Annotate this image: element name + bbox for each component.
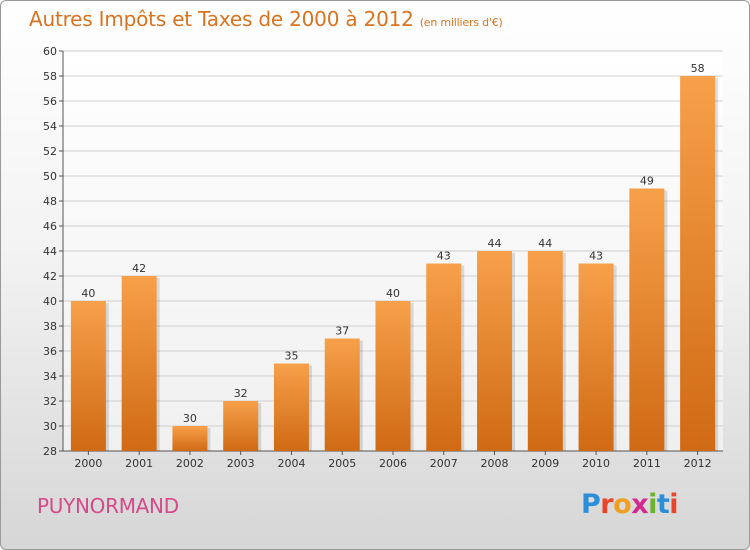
bar (324, 338, 360, 451)
y-tick-label: 34 (43, 370, 57, 383)
x-tick-label: 2011 (633, 457, 661, 470)
logo-letter: r (600, 489, 614, 520)
data-label: 43 (589, 250, 603, 263)
data-label: 30 (183, 412, 197, 425)
bar (578, 263, 614, 451)
bar (527, 251, 563, 451)
y-tick-label: 58 (43, 70, 57, 83)
bar (426, 263, 462, 451)
proxiti-logo: Proxiti (581, 489, 679, 520)
data-label: 58 (691, 62, 705, 75)
y-tick-label: 32 (43, 395, 57, 408)
bar (223, 401, 259, 451)
data-label: 35 (284, 350, 298, 363)
y-tick-label: 54 (43, 120, 57, 133)
x-tick-label: 2003 (227, 457, 255, 470)
logo-letter: i (648, 489, 657, 520)
y-tick-label: 36 (43, 345, 57, 358)
x-tick-label: 2000 (74, 457, 102, 470)
y-tick-label: 48 (43, 195, 57, 208)
x-tick-label: 2005 (328, 457, 356, 470)
y-tick-label: 40 (43, 295, 57, 308)
y-tick-label: 38 (43, 320, 57, 333)
data-label: 49 (640, 175, 654, 188)
x-tick-label: 2009 (531, 457, 559, 470)
bar (121, 276, 157, 451)
x-tick-label: 2001 (125, 457, 153, 470)
logo-letter: o (613, 489, 632, 520)
bar (70, 301, 106, 451)
x-tick-label: 2008 (481, 457, 509, 470)
y-tick-label: 46 (43, 220, 57, 233)
data-label: 43 (437, 250, 451, 263)
data-label: 44 (488, 237, 502, 250)
chart-title: Autres Impôts et Taxes de 2000 à 2012 (en… (29, 7, 503, 31)
data-label: 40 (81, 287, 95, 300)
x-tick-label: 2002 (176, 457, 204, 470)
data-label: 37 (335, 325, 349, 338)
y-tick-label: 52 (43, 145, 57, 158)
data-label: 32 (234, 387, 248, 400)
logo-letter: t (656, 489, 670, 520)
x-tick-label: 2012 (684, 457, 712, 470)
x-tick-label: 2010 (582, 457, 610, 470)
bar (273, 363, 309, 451)
x-tick-label: 2004 (277, 457, 305, 470)
data-label: 44 (538, 237, 552, 250)
commune-name: PUYNORMAND (37, 494, 179, 518)
bar (629, 188, 665, 451)
bar (172, 426, 208, 451)
y-tick-label: 42 (43, 270, 57, 283)
y-tick-label: 56 (43, 95, 57, 108)
x-tick-label: 2006 (379, 457, 407, 470)
y-tick-label: 60 (43, 45, 57, 58)
y-tick-label: 44 (43, 245, 57, 258)
chart-title-text: Autres Impôts et Taxes de 2000 à 2012 (29, 7, 414, 31)
y-tick-label: 30 (43, 420, 57, 433)
logo-letter: x (631, 489, 649, 520)
bar (680, 76, 716, 451)
bar (477, 251, 513, 451)
data-label: 42 (132, 262, 146, 275)
y-tick-label: 28 (43, 445, 57, 458)
x-tick-label: 2007 (430, 457, 458, 470)
data-label: 40 (386, 287, 400, 300)
y-tick-label: 50 (43, 170, 57, 183)
logo-letter: P (581, 489, 601, 520)
chart-subtitle: (en milliers d'€) (419, 16, 503, 29)
logo-letter: i (669, 489, 679, 520)
bar (375, 301, 411, 451)
